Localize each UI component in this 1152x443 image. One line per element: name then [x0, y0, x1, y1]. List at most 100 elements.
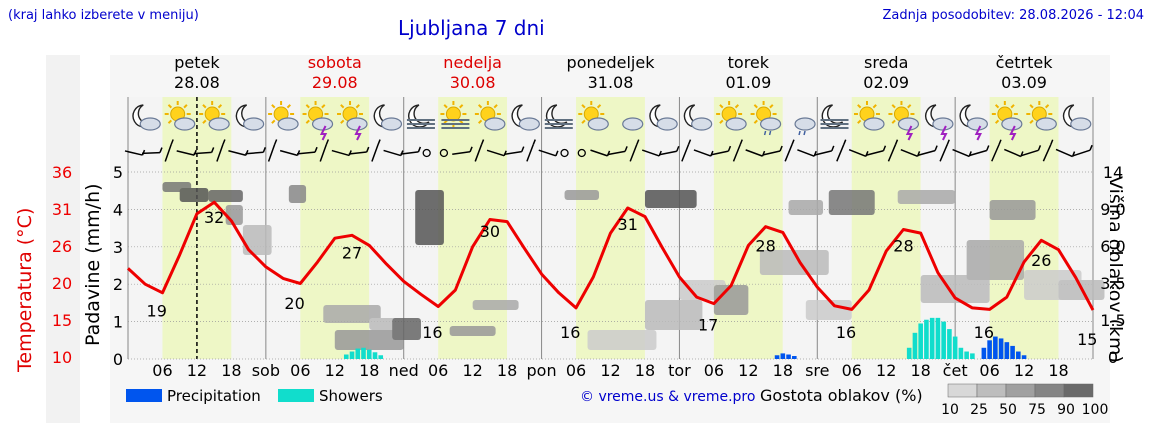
shower-bar — [918, 323, 923, 359]
day-name: nedelja — [443, 53, 502, 72]
wind-barb-tick — [1089, 144, 1093, 151]
wind-barb-tick — [624, 146, 628, 152]
wind-barb-tick — [727, 145, 732, 152]
wind-barb — [887, 144, 897, 162]
wind-barb-tick — [894, 139, 899, 145]
wind-barb — [193, 151, 212, 155]
temp-tick: 20 — [52, 274, 72, 293]
wind-barb-tick — [636, 139, 640, 145]
temperature-label: 27 — [342, 244, 362, 263]
wind-barb — [732, 144, 741, 162]
day-name: torek — [728, 53, 770, 72]
wind-barb — [629, 144, 638, 162]
wind-barb — [503, 150, 522, 156]
x-tick: 18 — [497, 361, 517, 380]
shower-bar — [372, 352, 378, 359]
x-tick: pon — [527, 361, 557, 380]
wind-barb — [319, 144, 328, 162]
wind-barb-tick — [325, 139, 330, 145]
wind-barb — [710, 150, 729, 156]
day-band — [576, 97, 645, 359]
day-name: sreda — [864, 53, 908, 72]
cloud-patch — [759, 250, 829, 275]
temperature-label: 26 — [1031, 251, 1051, 270]
wind-barb-tick — [739, 139, 743, 145]
sun-cloud-icon — [199, 101, 230, 131]
cloud-rain-icon — [794, 117, 816, 136]
showers-legend-label: Showers — [319, 387, 383, 405]
moon-fog-icon — [406, 104, 435, 129]
cloud-density-tick: 10 — [941, 402, 959, 418]
wind-barb — [474, 144, 483, 162]
wind-barb-tick — [366, 146, 370, 153]
temperature-label: 16 — [974, 323, 994, 342]
x-tick: 12 — [876, 361, 896, 380]
sun-rain-icon — [750, 101, 782, 136]
wind-barb-tick — [998, 139, 1002, 146]
cloud-density-tick: 50 — [999, 402, 1017, 418]
shower-bar — [906, 347, 912, 359]
precip-tick: 0 — [113, 350, 123, 369]
wind-barb-tick — [262, 147, 267, 153]
cloud-height-tick: 0 — [1108, 348, 1118, 367]
cloud-density-swatch — [1005, 383, 1036, 398]
wind-barb — [245, 151, 264, 155]
cloud-height-tick: 14 — [1103, 163, 1123, 182]
wind-barb-tick — [245, 149, 249, 156]
wind-barb — [1004, 148, 1022, 158]
day-date: 29.08 — [312, 73, 358, 92]
wind-calm — [422, 148, 431, 158]
wind-barb — [526, 144, 534, 162]
moon-cloud-icon — [511, 104, 540, 131]
cloud-height-tick: 1.5 — [1100, 311, 1125, 330]
wind-barb-tick — [791, 139, 795, 145]
wind-calm — [560, 148, 569, 158]
shower-bar — [958, 347, 964, 359]
x-tick: 06 — [152, 361, 172, 380]
temperature-label: 32 — [204, 208, 224, 227]
wind-barb — [693, 149, 712, 157]
x-tick: 12 — [187, 361, 207, 380]
copyright-text: © vreme.us & vreme.pro — [580, 389, 756, 405]
wind-barb — [486, 149, 505, 157]
sun-storm-icon — [991, 101, 1023, 141]
wind-barb-tick — [946, 139, 950, 146]
x-tick: 18 — [910, 361, 930, 380]
precip-tick: 1 — [113, 313, 123, 332]
x-tick: ned — [389, 361, 419, 380]
precipitation-bar — [987, 340, 992, 359]
wind-barb — [848, 149, 867, 157]
wind-barb-tick — [469, 146, 473, 153]
wind-barb — [400, 151, 419, 155]
precipitation-bar — [792, 356, 797, 359]
day-date: 01.09 — [725, 73, 771, 92]
moon-cloud-icon — [1062, 104, 1092, 131]
wind-barb — [124, 150, 143, 156]
wind-barb — [607, 150, 626, 156]
wind-calm — [439, 148, 449, 158]
wind-barb — [952, 148, 970, 158]
cloud-patch — [920, 275, 990, 303]
wind-barb-tick — [314, 146, 318, 153]
wind-barb-tick — [934, 145, 938, 151]
x-tick: sre — [805, 361, 829, 380]
cloud-patch — [644, 300, 703, 330]
sun-storm-icon — [337, 101, 368, 141]
cloud-density-swatch — [976, 383, 1007, 398]
shower-bar — [378, 355, 384, 359]
day-band — [162, 97, 232, 359]
wind-barb-tick — [273, 139, 278, 145]
wind-barb — [762, 150, 781, 156]
x-tick: čet — [943, 361, 968, 380]
wind-barb-tick — [882, 145, 887, 152]
x-tick: 06 — [290, 361, 310, 380]
cloud-density-swatch — [1034, 383, 1065, 398]
day-name: četrtek — [996, 53, 1054, 72]
day-band — [851, 97, 921, 359]
sun-cloud-icon — [268, 101, 299, 131]
wind-barb-tick — [676, 145, 680, 152]
temp-tick: 36 — [52, 163, 72, 182]
sun-storm-icon — [888, 101, 920, 141]
wind-barb — [228, 150, 247, 156]
wind-barb-tick — [210, 147, 215, 153]
